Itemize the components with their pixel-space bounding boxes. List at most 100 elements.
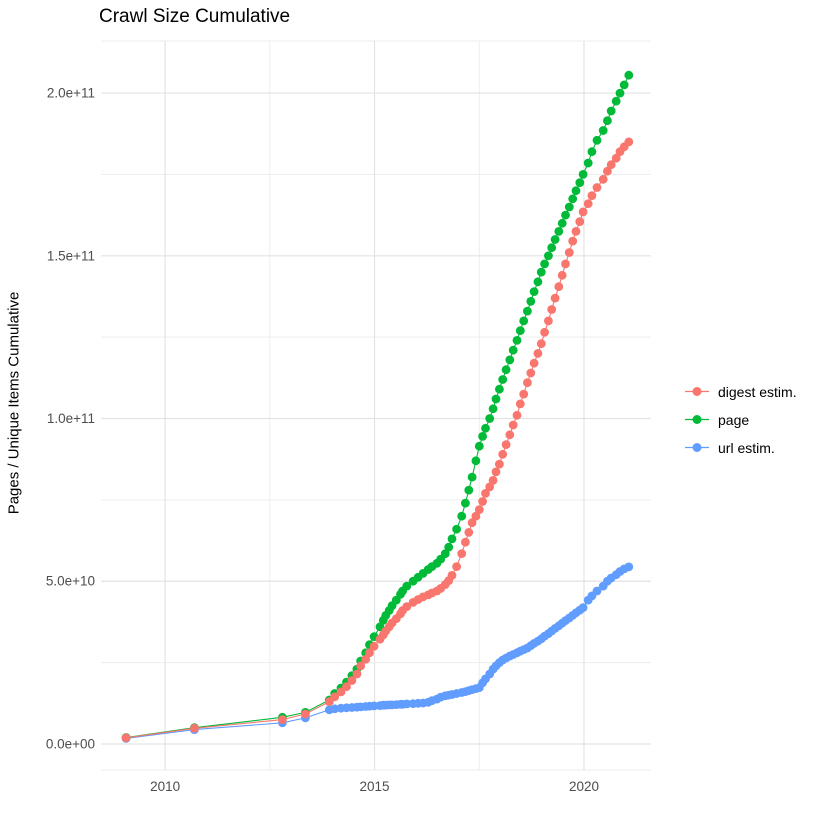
data-point-page bbox=[536, 267, 546, 277]
data-point-digest-estim bbox=[523, 378, 532, 388]
data-point-digest-estim bbox=[365, 648, 374, 658]
data-point-digest-estim bbox=[488, 476, 498, 485]
data-point-digest-estim bbox=[467, 518, 477, 528]
data-point-digest-estim bbox=[352, 669, 362, 679]
data-point-page bbox=[619, 80, 629, 90]
data-point-digest-estim bbox=[330, 692, 340, 702]
legend-key-dot bbox=[692, 443, 702, 452]
data-point-digest-estim bbox=[564, 248, 574, 257]
data-point-digest-estim bbox=[508, 420, 518, 430]
data-point-page bbox=[564, 202, 574, 212]
data-point-digest-estim bbox=[587, 191, 597, 201]
y-tick-label-5.0e+10: 5.0e+10 bbox=[46, 574, 95, 589]
data-point-page bbox=[557, 218, 567, 228]
data-point-page bbox=[457, 511, 467, 521]
data-point-digest-estim bbox=[278, 715, 287, 724]
data-point-page bbox=[508, 345, 518, 355]
data-point-digest-estim bbox=[498, 449, 508, 459]
data-point-page bbox=[544, 251, 553, 261]
data-point-digest-estim bbox=[347, 676, 357, 685]
data-point-digest-estim bbox=[550, 293, 560, 303]
data-point-url-estim bbox=[402, 699, 412, 709]
data-point-page bbox=[554, 227, 564, 236]
legend-key-icon bbox=[685, 443, 709, 452]
data-point-page bbox=[402, 581, 412, 591]
legend-item-label: page bbox=[718, 411, 750, 428]
data-point-digest-estim bbox=[512, 410, 522, 420]
data-point-digest-estim bbox=[121, 733, 131, 743]
data-point-page bbox=[578, 170, 588, 179]
data-point-digest-estim bbox=[583, 199, 593, 209]
data-point-page bbox=[547, 243, 557, 253]
data-point-page bbox=[611, 96, 621, 106]
data-point-digest-estim bbox=[578, 207, 588, 217]
data-point-page bbox=[561, 210, 570, 220]
data-point-digest-estim bbox=[533, 349, 543, 358]
data-point-page bbox=[598, 126, 608, 135]
legend-key-icon bbox=[685, 387, 709, 396]
x-tick-label-2010: 2010 bbox=[150, 779, 180, 794]
data-point-url-estim bbox=[592, 586, 602, 596]
data-point-digest-estim bbox=[495, 459, 504, 469]
data-point-page bbox=[488, 404, 498, 414]
data-point-url-estim bbox=[624, 562, 634, 572]
legend-key-dot bbox=[692, 387, 702, 396]
data-point-digest-estim bbox=[452, 562, 461, 571]
data-point-digest-estim bbox=[575, 217, 585, 227]
data-point-digest-estim bbox=[557, 270, 567, 280]
data-point-page bbox=[519, 316, 529, 326]
data-point-digest-estim bbox=[611, 153, 621, 163]
data-point-digest-estim bbox=[369, 641, 379, 651]
data-point-digest-estim bbox=[554, 282, 564, 292]
data-point-page bbox=[592, 135, 602, 145]
data-point-page bbox=[481, 423, 490, 433]
legend: digest estim. page url estim. bbox=[684, 382, 797, 466]
legend-item-label: url estim. bbox=[718, 439, 775, 456]
data-point-page bbox=[467, 472, 477, 482]
data-point-page bbox=[440, 549, 450, 558]
data-point-digest-estim bbox=[471, 511, 481, 521]
data-point-digest-estim bbox=[464, 528, 474, 537]
data-point-page bbox=[575, 178, 585, 188]
data-point-digest-estim bbox=[519, 389, 529, 399]
data-point-page bbox=[461, 498, 470, 508]
x-tick-label-2020: 2020 bbox=[569, 779, 599, 794]
data-point-digest-estim bbox=[547, 305, 557, 314]
data-point-page bbox=[587, 147, 597, 157]
data-point-digest-estim bbox=[529, 358, 539, 368]
data-point-digest-estim bbox=[478, 497, 487, 506]
data-point-page bbox=[533, 277, 543, 287]
data-point-digest-estim bbox=[568, 236, 578, 246]
data-point-digest-estim bbox=[515, 399, 525, 409]
data-point-page bbox=[512, 336, 522, 345]
data-point-page bbox=[464, 485, 474, 495]
data-point-digest-estim bbox=[544, 316, 553, 326]
data-point-page bbox=[540, 259, 549, 269]
data-point-page bbox=[478, 432, 487, 441]
data-point-page bbox=[498, 375, 508, 384]
legend-item-label: digest estim. bbox=[718, 383, 797, 400]
data-point-page bbox=[471, 456, 481, 466]
legend-key-dot bbox=[692, 415, 702, 424]
data-point-page bbox=[615, 88, 625, 98]
data-point-digest-estim bbox=[447, 571, 457, 580]
data-point-page bbox=[624, 70, 634, 80]
data-point-digest-estim bbox=[540, 327, 549, 337]
data-point-page bbox=[526, 297, 536, 306]
data-point-digest-estim bbox=[361, 654, 371, 664]
data-point-digest-estim bbox=[598, 174, 608, 184]
data-point-page bbox=[523, 306, 532, 316]
data-point-digest-estim bbox=[342, 682, 351, 692]
data-point-page bbox=[452, 524, 461, 534]
x-tick-label-2015: 2015 bbox=[360, 779, 390, 794]
data-point-digest-estim bbox=[561, 259, 570, 269]
data-point-digest-estim bbox=[481, 489, 490, 498]
data-point-url-estim bbox=[330, 704, 340, 714]
y-tick-label-0.0e+00: 0.0e+00 bbox=[46, 736, 95, 751]
legend-item-digest-estim: digest estim. bbox=[684, 382, 797, 401]
data-point-page bbox=[505, 355, 515, 365]
data-point-digest-estim bbox=[536, 339, 546, 349]
data-point-digest-estim bbox=[356, 661, 366, 671]
